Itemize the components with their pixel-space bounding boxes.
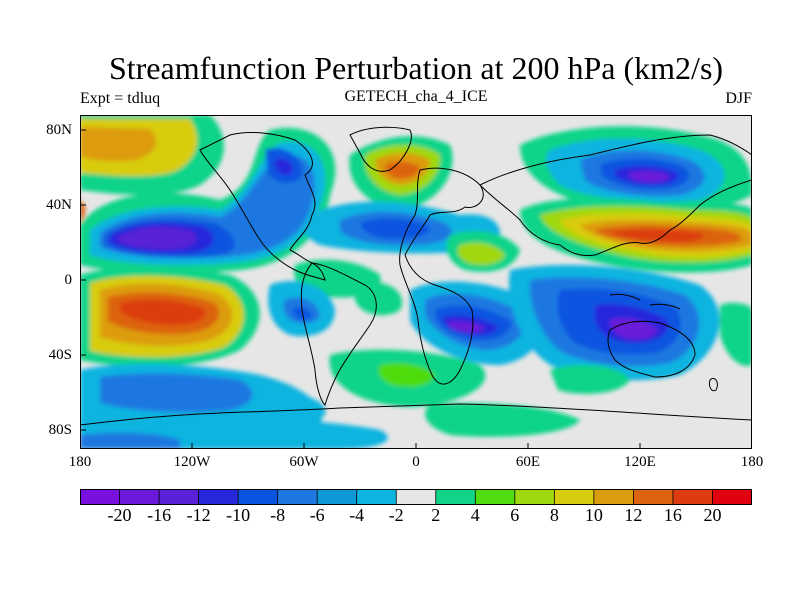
lon-label-120e: 120E [624, 454, 656, 470]
colorbar-tick-label: -10 [226, 505, 251, 525]
axis-ticks [80, 129, 641, 449]
colorbar-cell [712, 489, 752, 505]
lat-label-40n: 40N [46, 197, 72, 213]
coastlines [80, 126, 752, 426]
lat-label-40s: 40S [48, 347, 72, 363]
lon-label-180e: 180 [740, 454, 764, 470]
colorbar-tick-label: -8 [270, 505, 286, 525]
colorbar-tick-label: -6 [309, 505, 325, 525]
lon-label-0: 0 [412, 454, 420, 470]
colorbar-cell [80, 489, 121, 505]
colorbar-tick-label: 20 [703, 505, 722, 525]
lat-label-80s: 80S [48, 422, 72, 438]
colorbar-tick-label: -2 [388, 505, 404, 525]
colorbar-cell [435, 489, 477, 505]
lat-label-80n: 80N [46, 122, 72, 138]
map-title: Streamfunction Perturbation at 200 hPa (… [108, 50, 724, 86]
colorbar-cell [119, 489, 160, 505]
lat-label-eq: 0 [64, 272, 73, 288]
experiment-label: Expt = tdluq [80, 90, 161, 107]
season-label: DJF [725, 90, 752, 107]
colorbar-tick-label: -12 [186, 505, 211, 525]
colorbar-tick-label: 16 [663, 505, 682, 525]
colorbar-cell [277, 489, 319, 505]
lon-label-180w: 180 [68, 454, 92, 470]
colorbar-tick-label: 2 [431, 505, 441, 525]
lon-label-120w: 120W [173, 454, 211, 470]
colorbar-cell [158, 489, 200, 505]
colorbar-cell [316, 489, 358, 505]
lon-label-60e: 60E [515, 454, 541, 470]
colorbar-tick-label: -4 [349, 505, 365, 525]
colorbar-tick-label: 12 [624, 505, 643, 525]
colorbar-cell [593, 489, 635, 505]
colorbar-tick-label: -16 [147, 505, 172, 525]
colorbar-cell [553, 489, 595, 505]
colorbar-cell [395, 489, 437, 505]
model-label: GETECH_cha_4_ICE [344, 88, 488, 105]
colorbar-tick-label: 10 [584, 505, 603, 525]
colorbar-cell [672, 489, 714, 505]
colorbar [80, 489, 752, 505]
lon-label-60w: 60W [289, 454, 319, 470]
colorbar-tick-label: 4 [470, 505, 480, 525]
contour-fill-layer [80, 115, 752, 449]
contour-map [80, 115, 752, 449]
colorbar-cell [198, 489, 240, 505]
colorbar-cell [514, 489, 556, 505]
colorbar-cell [237, 489, 279, 505]
colorbar-tick-label: 6 [510, 505, 520, 525]
colorbar-tick-label: -20 [107, 505, 132, 525]
colorbar-cell [633, 489, 674, 505]
colorbar-cell [356, 489, 398, 505]
colorbar-tick-label: 8 [549, 505, 559, 525]
colorbar-cell [474, 489, 516, 505]
